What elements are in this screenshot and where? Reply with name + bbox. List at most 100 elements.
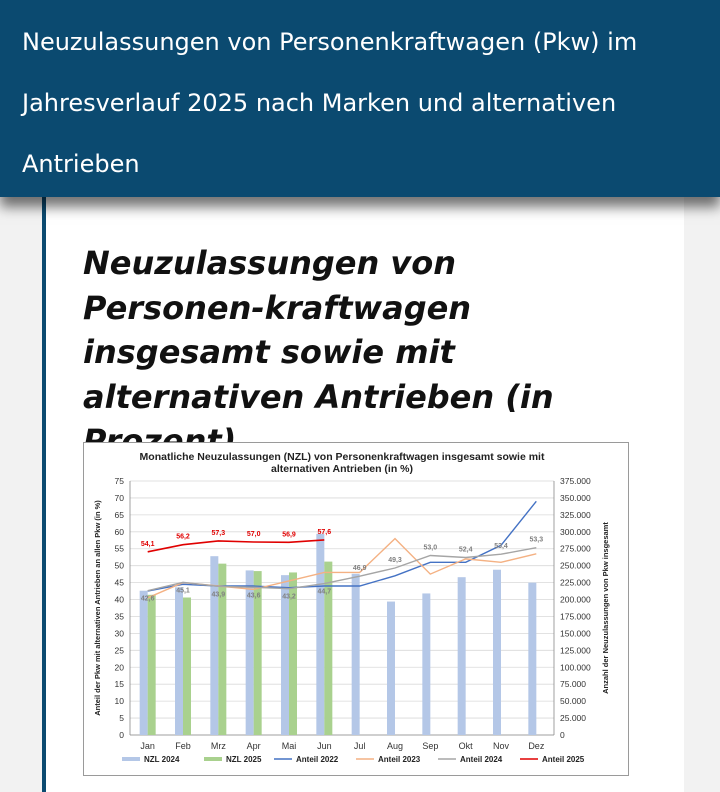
y-tick-label: 65 xyxy=(115,510,125,520)
data-label: 46,9 xyxy=(353,565,367,572)
y-tick-label: 60 xyxy=(115,527,125,537)
bar-nzl-2024 xyxy=(457,577,466,735)
y-tick-label: 20 xyxy=(115,662,125,672)
x-tick-label: Aug xyxy=(387,741,403,751)
x-tick-label: Jun xyxy=(317,741,332,751)
y-tick-label: 50 xyxy=(115,561,125,571)
x-tick-label: Mai xyxy=(282,741,297,751)
y-tick-label: 15 xyxy=(115,679,125,689)
y-axis-title: Anteil der Pkw mit alternativen Antriebe… xyxy=(93,500,102,716)
data-label: 49,3 xyxy=(388,557,402,564)
y2-tick-label: 100.000 xyxy=(560,662,591,672)
y-tick-label: 40 xyxy=(115,595,125,605)
legend-label: NZL 2024 xyxy=(144,755,180,764)
bar-nzl-2024 xyxy=(210,556,219,735)
y-tick-label: 55 xyxy=(115,544,125,554)
bar-nzl-2025 xyxy=(218,563,227,735)
y2-tick-label: 200.000 xyxy=(560,595,591,605)
data-label: 56,2 xyxy=(176,534,190,541)
y-tick-label: 5 xyxy=(119,713,124,723)
x-tick-label: Feb xyxy=(175,741,191,751)
y2-axis-title: Anzahl der Neuzulassungen von Pkw insges… xyxy=(601,522,610,694)
bar-nzl-2024 xyxy=(316,533,325,735)
legend-label: Anteil 2024 xyxy=(460,755,503,764)
section-title: Neuzulassungen von Personen-kraftwagen i… xyxy=(83,244,554,460)
chart-title-line-2: alternativen Antrieben (in %) xyxy=(271,463,413,475)
bar-nzl-2024 xyxy=(351,573,360,735)
y2-tick-label: 75.000 xyxy=(560,679,586,689)
y2-tick-label: 25.000 xyxy=(560,713,586,723)
legend-label: Anteil 2025 xyxy=(542,755,585,764)
data-label: 57,3 xyxy=(212,530,226,537)
bar-nzl-2025 xyxy=(253,571,262,735)
y2-tick-label: 350.000 xyxy=(560,493,591,503)
y-tick-label: 45 xyxy=(115,578,125,588)
bar-nzl-2024 xyxy=(493,569,501,735)
data-label: 43,2 xyxy=(282,594,296,601)
y-tick-label: 75 xyxy=(115,476,125,486)
bar-nzl-2024 xyxy=(175,587,183,735)
line-anteil-2025 xyxy=(147,539,325,553)
legend-label: Anteil 2022 xyxy=(296,755,339,764)
bar-nzl-2024 xyxy=(422,593,431,735)
y2-tick-label: 150.000 xyxy=(560,628,591,638)
x-tick-label: Apr xyxy=(247,741,261,751)
y2-tick-label: 125.000 xyxy=(560,645,591,655)
data-label: 43,6 xyxy=(247,592,261,599)
y2-tick-label: 0 xyxy=(560,730,565,740)
x-tick-label: Dez xyxy=(528,741,545,751)
bar-nzl-2025 xyxy=(324,561,333,735)
content-card: Neuzulassungen von Personen-kraftwagen i… xyxy=(42,197,684,792)
legend-label: Anteil 2023 xyxy=(378,755,421,764)
chart-title-line-1: Monatliche Neuzulassungen (NZL) von Pers… xyxy=(140,451,545,463)
x-tick-label: Okt xyxy=(459,741,474,751)
chart-container: Monatliche Neuzulassungen (NZL) von Pers… xyxy=(83,442,629,776)
y2-tick-label: 50.000 xyxy=(560,696,586,706)
y-tick-label: 30 xyxy=(115,628,125,638)
y-tick-label: 25 xyxy=(115,645,125,655)
bar-nzl-2024 xyxy=(387,601,395,735)
data-label: 44,7 xyxy=(318,589,332,596)
x-tick-label: Nov xyxy=(493,741,510,751)
data-label: 52,4 xyxy=(459,547,473,554)
y-tick-label: 10 xyxy=(115,696,125,706)
legend-label: NZL 2025 xyxy=(226,755,262,764)
data-label: 53,0 xyxy=(424,545,438,552)
chart: Monatliche Neuzulassungen (NZL) von Pers… xyxy=(93,451,610,764)
data-label: 45,1 xyxy=(176,587,190,594)
x-tick-label: Jul xyxy=(354,741,366,751)
bar-nzl-2025 xyxy=(147,594,156,735)
legend-swatch xyxy=(122,757,140,761)
y2-tick-label: 325.000 xyxy=(560,510,591,520)
bar-nzl-2025 xyxy=(289,572,297,735)
y2-tick-label: 175.000 xyxy=(560,611,591,621)
page-title: Neuzulassungen von Personenkraftwagen (P… xyxy=(22,28,638,178)
line-anteil-2023 xyxy=(147,537,537,599)
data-label: 53,3 xyxy=(530,537,544,544)
bar-nzl-2025 xyxy=(183,597,191,735)
y-tick-label: 35 xyxy=(115,611,125,621)
data-label: 57,6 xyxy=(318,529,332,536)
y-tick-label: 70 xyxy=(115,493,125,503)
bar-nzl-2024 xyxy=(528,582,537,735)
data-label: 56,9 xyxy=(282,531,296,538)
y2-tick-label: 275.000 xyxy=(560,544,591,554)
bar-nzl-2024 xyxy=(281,575,289,735)
y2-tick-label: 225.000 xyxy=(560,578,591,588)
data-label: 53,4 xyxy=(494,543,508,550)
data-label: 57,0 xyxy=(247,531,261,538)
x-tick-label: Sep xyxy=(422,741,438,751)
x-tick-label: Jan xyxy=(140,741,155,751)
data-label: 54,1 xyxy=(141,541,155,548)
y2-tick-label: 300.000 xyxy=(560,527,591,537)
y-tick-label: 0 xyxy=(119,730,124,740)
bar-nzl-2024 xyxy=(245,570,254,735)
legend-swatch xyxy=(204,757,222,761)
y2-tick-label: 250.000 xyxy=(560,561,591,571)
x-tick-label: Mrz xyxy=(211,741,226,751)
data-label: 42,6 xyxy=(141,596,155,603)
data-label: 43,9 xyxy=(212,591,226,598)
page-header: Neuzulassungen von Personenkraftwagen (P… xyxy=(0,0,720,197)
line-anteil-2024 xyxy=(147,547,537,592)
y2-tick-label: 375.000 xyxy=(560,476,591,486)
